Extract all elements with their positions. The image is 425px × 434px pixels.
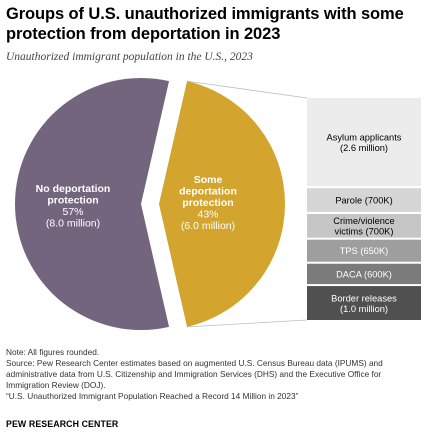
connector-line-top <box>186 80 308 99</box>
connector-line-bottom <box>187 319 308 328</box>
breakdown-label: Crime/violence victims (700K) <box>333 216 394 237</box>
slice-label-some-protection: Some deportation protection 43% (6.0 million… <box>179 174 237 232</box>
breakdown-label: Border releases (1.0 million) <box>331 293 397 314</box>
breakdown-label: DACA (600K) <box>336 269 392 279</box>
breakdown-bar <box>307 239 421 262</box>
breakdown-bar <box>307 286 421 320</box>
breakdown-bar <box>307 213 421 238</box>
breakdown-label: Parole (700K) <box>335 196 392 206</box>
chart-subtitle: Unauthorized immigrant population in the… <box>6 51 253 63</box>
breakdown-label: TPS (650K) <box>340 246 389 256</box>
breakdown-bar <box>307 263 421 285</box>
pie-slice-no-protection <box>15 77 170 330</box>
notes: Note: All figures rounded. Source: Pew R… <box>6 347 421 402</box>
slice-label-no-protection: No deportation protection 57% (8.0 million) <box>36 183 111 230</box>
breakdown-label: Asylum applicants (2.6 million) <box>327 132 402 153</box>
credit: PEW RESEARCH CENTER <box>6 419 119 429</box>
report-title: “U.S. Unauthorized Immigrant Population … <box>6 390 299 401</box>
note-text: Note: All figures rounded. <box>6 347 100 357</box>
chart-title: Groups of U.S. unauthorized immigrants w… <box>6 5 404 43</box>
pie-slice-some-protection <box>159 81 285 327</box>
source-text: Source: Pew Research Center estimates ba… <box>6 357 383 390</box>
breakdown-bar <box>307 188 421 212</box>
breakdown-bar <box>307 98 421 187</box>
